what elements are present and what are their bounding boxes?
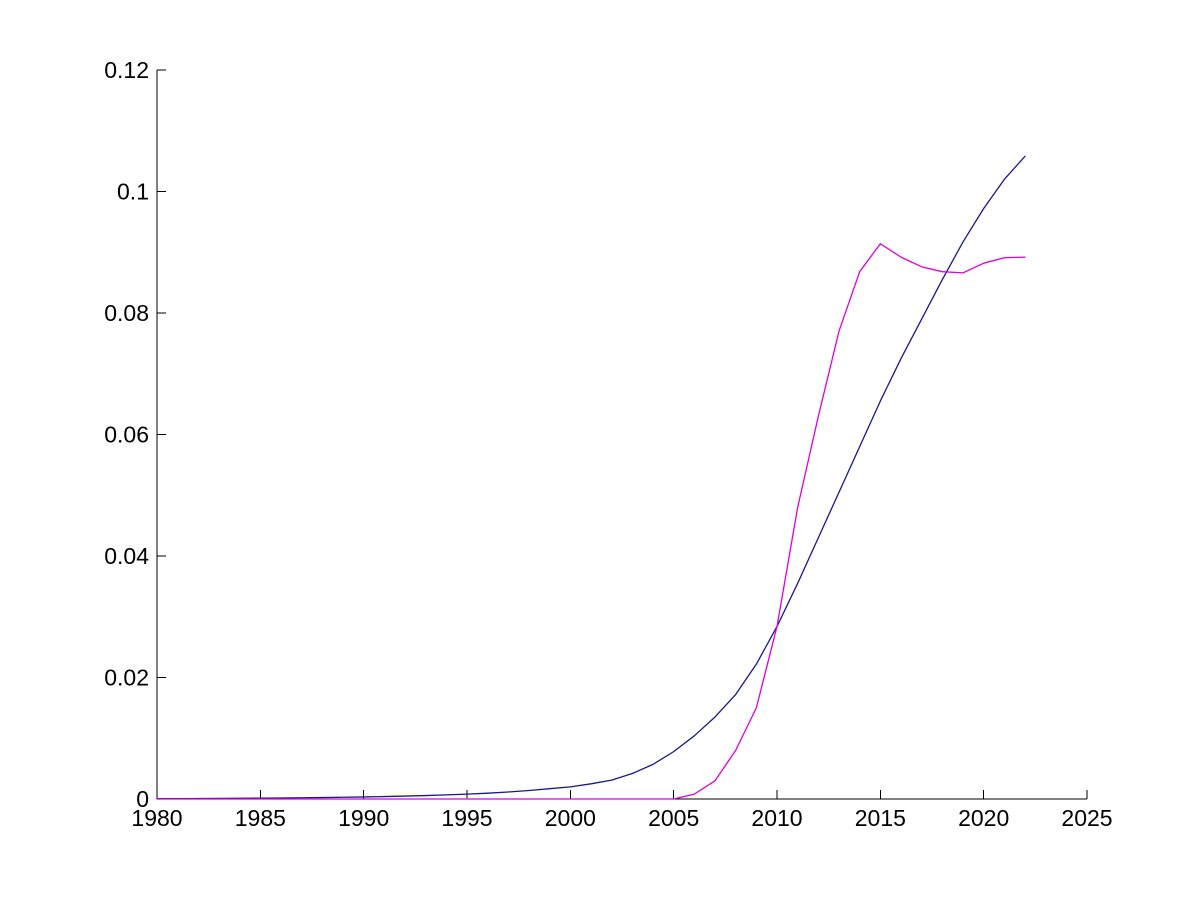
- y-tick-label: 0.06: [104, 422, 149, 448]
- x-tick-label: 2005: [648, 805, 699, 831]
- series-line-steep-curve-magenta: [156, 243, 1026, 800]
- y-tick-label: 0: [136, 786, 149, 812]
- x-tick-label: 2000: [545, 805, 596, 831]
- x-tick-label: 1990: [338, 805, 389, 831]
- x-tick-label: 2010: [751, 805, 802, 831]
- x-tick-label: 2020: [958, 805, 1009, 831]
- y-tick-label: 0.08: [104, 300, 149, 326]
- y-tick-label: 0.1: [117, 179, 149, 205]
- x-tick-label: 1980: [131, 805, 182, 831]
- y-tick-label: 0.12: [104, 57, 149, 83]
- y-tick-label: 0.04: [104, 543, 149, 569]
- x-tick-label: 1985: [235, 805, 286, 831]
- axis-lines: [156, 70, 1087, 800]
- y-tick-label: 0.02: [104, 665, 149, 691]
- x-tick-label: 2015: [855, 805, 906, 831]
- x-tick-label: 2025: [1061, 805, 1112, 831]
- series-line-smooth-s-curve-dark-blue: [156, 155, 1026, 800]
- x-tick-label: 1995: [441, 805, 492, 831]
